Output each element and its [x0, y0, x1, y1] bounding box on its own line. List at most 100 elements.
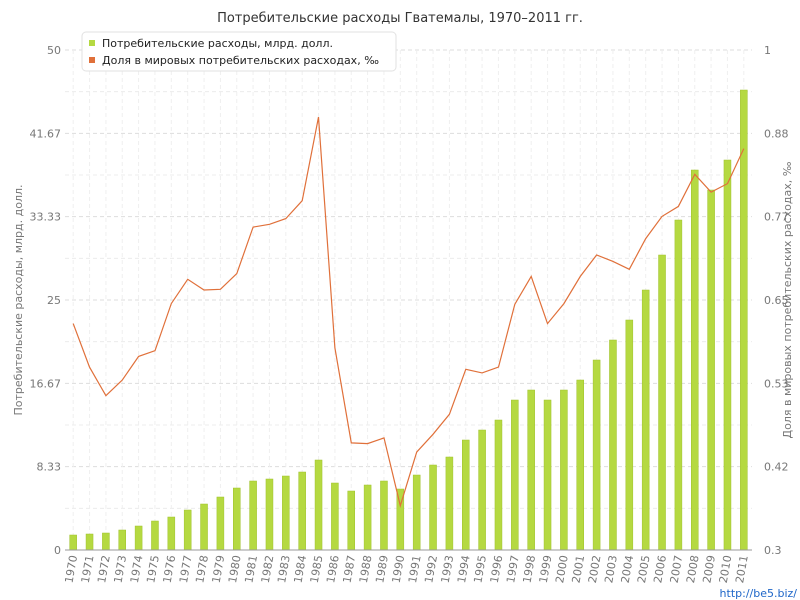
x-tick-label: 2007	[668, 554, 686, 584]
bar	[707, 189, 715, 551]
bar	[380, 480, 388, 551]
x-tick-label: 1994	[455, 554, 473, 584]
y-right-tick-label: 0.77	[764, 211, 789, 224]
x-tick-label: 1986	[324, 554, 342, 584]
y-right-tick-label: 0.42	[764, 461, 789, 474]
y-right-tick-label: 0.53	[764, 377, 789, 390]
x-tick-label: 2011	[733, 554, 751, 584]
legend-bar-label: Потребительские расходы, млрд. долл.	[102, 37, 333, 50]
bar	[658, 254, 666, 551]
y-left-tick-label: 16.67	[30, 377, 62, 390]
x-tick-label: 1971	[79, 554, 97, 584]
bar	[69, 534, 77, 551]
x-tick-label: 1992	[422, 554, 440, 584]
x-tick-label: 1998	[520, 554, 538, 584]
x-tick-label: 1978	[193, 554, 211, 584]
y-left-tick-label: 33.33	[30, 211, 62, 224]
x-tick-label: 1989	[373, 554, 391, 584]
bar	[576, 379, 584, 551]
x-tick-label: 2001	[570, 554, 588, 584]
x-tick-label: 1987	[341, 554, 359, 584]
bar	[200, 503, 208, 551]
bar	[347, 490, 355, 551]
x-tick-label: 1996	[488, 554, 506, 584]
x-tick-label: 1970	[62, 554, 80, 584]
x-tick-label: 1975	[144, 554, 162, 584]
bar	[494, 419, 503, 551]
legend-line-swatch	[89, 57, 95, 63]
x-tick-label: 2005	[635, 554, 653, 584]
y-left-tick-label: 8.33	[37, 461, 62, 474]
y-left-tick-label: 25	[47, 294, 61, 307]
bar	[183, 509, 192, 551]
bar	[412, 474, 421, 551]
bar	[314, 459, 323, 551]
bar	[609, 339, 617, 551]
y-right-tick-label: 0.88	[764, 127, 789, 140]
x-tick-label: 1973	[112, 554, 130, 584]
bar	[265, 478, 274, 551]
bar	[216, 496, 225, 551]
bar	[429, 464, 437, 551]
legend-line-label: Доля в мировых потребительских расходах,…	[102, 54, 379, 67]
x-tick-label: 2010	[717, 554, 735, 584]
bar	[249, 480, 257, 551]
x-tick-label: 1990	[390, 554, 408, 584]
y-left-tick-label: 0	[54, 544, 61, 557]
bar	[462, 439, 470, 551]
y-right-tick-label: 0.65	[764, 294, 789, 307]
bar	[331, 482, 339, 551]
x-tick-label: 1974	[128, 554, 146, 584]
legend-box	[81, 31, 397, 72]
x-tick-label: 1982	[259, 554, 277, 584]
watermark[interactable]: http://be5.biz/	[720, 587, 798, 600]
x-tick-label: 1972	[95, 554, 113, 584]
bar	[282, 475, 290, 551]
x-tick-label: 1981	[242, 554, 260, 584]
y-right-tick-label: 0.3	[764, 544, 782, 557]
y-right-tick-labels: 0.3 0.42 0.53 0.65 0.77 0.88 1	[764, 44, 789, 557]
x-tick-label: 1988	[357, 554, 375, 584]
y-left-tick-labels: 0 8.33 16.67 25 33.33 41.67 50	[30, 44, 62, 557]
bar	[134, 525, 143, 551]
x-tick-label: 2003	[602, 554, 620, 584]
x-tick-label: 2009	[700, 554, 718, 584]
bar	[560, 389, 568, 551]
bar	[233, 487, 241, 551]
bar	[167, 516, 176, 551]
x-tick-label: 1979	[210, 554, 228, 584]
bar	[641, 289, 650, 551]
bar	[625, 319, 634, 551]
x-tick-label: 1984	[291, 554, 309, 584]
x-tick-label: 1980	[226, 554, 244, 584]
bar	[674, 219, 683, 551]
bar	[298, 471, 306, 551]
bar	[118, 529, 126, 551]
x-tick-label: 1993	[439, 554, 457, 584]
bar	[543, 399, 552, 551]
x-tick-label: 1995	[471, 554, 489, 584]
legend: Потребительские расходы, млрд. долл. Дол…	[81, 31, 397, 72]
y-right-tick-label: 1	[764, 44, 771, 57]
x-tick-label: 1977	[177, 554, 195, 584]
bar	[478, 429, 486, 551]
x-tick-label: 1999	[537, 554, 555, 584]
x-tick-label: 1976	[161, 554, 179, 584]
bar	[592, 359, 601, 551]
bar	[740, 89, 748, 551]
x-tick-label: 2004	[619, 554, 637, 584]
bar	[723, 159, 732, 551]
legend-bar-swatch	[89, 40, 95, 46]
x-tick-label: 2006	[651, 554, 669, 584]
x-tick-labels: 1970197119721973197419751976197719781979…	[62, 554, 750, 584]
y-left-tick-label: 41.67	[30, 127, 62, 140]
x-tick-label: 2000	[553, 554, 571, 584]
bar	[445, 456, 454, 551]
bar	[511, 399, 519, 551]
x-tick-label: 2002	[586, 554, 604, 584]
x-tick-label: 1997	[504, 554, 522, 584]
bar	[527, 389, 535, 551]
bar	[102, 532, 110, 551]
bars	[69, 89, 748, 551]
